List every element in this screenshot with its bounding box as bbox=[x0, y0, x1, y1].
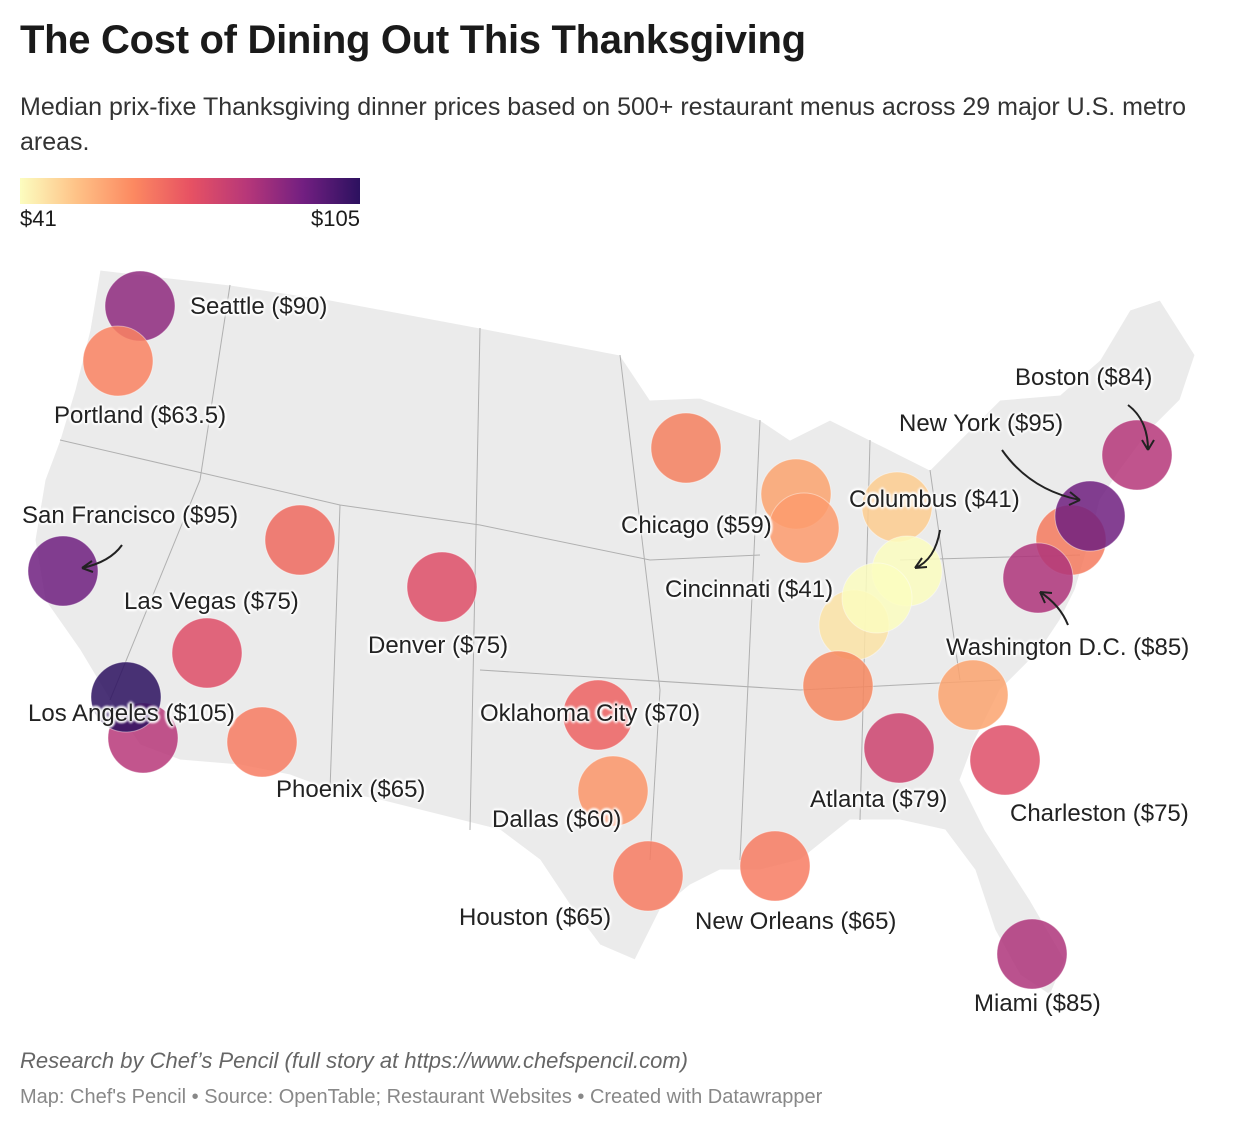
city-marker-las-vegas[interactable] bbox=[171, 617, 243, 689]
city-label: Houston ($65) bbox=[459, 904, 612, 931]
city-marker-unlabeled[interactable] bbox=[937, 659, 1009, 731]
city-label: Cincinnati ($41) bbox=[665, 576, 834, 603]
city-marker-atlanta[interactable] bbox=[863, 712, 935, 784]
arrow-washington bbox=[1039, 591, 1069, 626]
city-marker-houston[interactable] bbox=[612, 840, 684, 912]
city-label: Portland ($63.5) bbox=[54, 402, 227, 429]
city-label: Las Vegas ($75) bbox=[124, 588, 299, 615]
city-label: Columbus ($41) bbox=[849, 486, 1020, 513]
city-marker-los-angeles[interactable] bbox=[90, 661, 162, 733]
city-label: New York ($95) bbox=[899, 410, 1064, 437]
city-label: Denver ($75) bbox=[368, 632, 509, 659]
city-markers bbox=[27, 270, 1173, 990]
chart-subtitle: Median prix-fixe Thanksgiving dinner pri… bbox=[20, 93, 1187, 156]
city-marker-oklahoma-city[interactable] bbox=[562, 679, 634, 751]
city-label: Charleston ($75) bbox=[1010, 800, 1189, 827]
city-marker-boston[interactable] bbox=[1101, 419, 1173, 491]
city-marker-dallas[interactable] bbox=[577, 755, 649, 827]
arrow-new-york bbox=[1001, 449, 1081, 506]
arrow-san-francisco bbox=[81, 544, 123, 573]
city-marker-portland[interactable] bbox=[82, 325, 154, 397]
city-marker-miami[interactable] bbox=[996, 918, 1068, 990]
arrow-columbus bbox=[914, 529, 941, 569]
city-marker-san-francisco[interactable] bbox=[27, 535, 99, 607]
city-marker-cincinnati[interactable] bbox=[841, 562, 913, 634]
city-label: Phoenix ($65) bbox=[276, 776, 426, 803]
city-marker-denver[interactable] bbox=[406, 551, 478, 623]
city-marker-chicago[interactable] bbox=[768, 492, 840, 564]
city-label: Miami ($85) bbox=[974, 990, 1101, 1017]
city-marker-unlabeled[interactable] bbox=[264, 504, 336, 576]
city-marker-new-orleans[interactable] bbox=[739, 830, 811, 902]
legend-min-label: $41 bbox=[20, 206, 57, 231]
city-marker-new-york[interactable] bbox=[1054, 480, 1126, 552]
city-label: Washington D.C. ($85) bbox=[946, 634, 1190, 661]
city-label: Atlanta ($79) bbox=[810, 786, 948, 813]
legend-gradient bbox=[20, 178, 360, 204]
source-footer: Map: Chef's Pencil • Source: OpenTable; … bbox=[20, 1086, 823, 1108]
city-label: Boston ($84) bbox=[1015, 364, 1153, 391]
city-label: Oklahoma City ($70) bbox=[480, 700, 701, 727]
city-label: Seattle ($90) bbox=[190, 293, 328, 320]
city-marker-washington-d-c-[interactable] bbox=[1002, 542, 1074, 614]
arrow-boston bbox=[1127, 404, 1155, 451]
city-marker-charleston[interactable] bbox=[969, 724, 1041, 796]
city-label: San Francisco ($95) bbox=[22, 502, 239, 529]
city-label: Los Angeles ($105) bbox=[28, 700, 235, 727]
city-label: Dallas ($60) bbox=[492, 806, 622, 833]
city-marker-phoenix[interactable] bbox=[226, 706, 298, 778]
city-marker-unlabeled[interactable] bbox=[650, 412, 722, 484]
legend-max-label: $105 bbox=[311, 206, 360, 231]
city-label: Chicago ($59) bbox=[621, 512, 772, 539]
credit-line: Research by Chef’s Pencil (full story at… bbox=[20, 1048, 689, 1073]
chart-title: The Cost of Dining Out This Thanksgiving bbox=[20, 18, 806, 62]
city-label: New Orleans ($65) bbox=[695, 908, 897, 935]
leader-arrows bbox=[81, 404, 1155, 626]
color-legend: $41 $105 bbox=[20, 178, 360, 231]
city-marker-unlabeled[interactable] bbox=[802, 650, 874, 722]
